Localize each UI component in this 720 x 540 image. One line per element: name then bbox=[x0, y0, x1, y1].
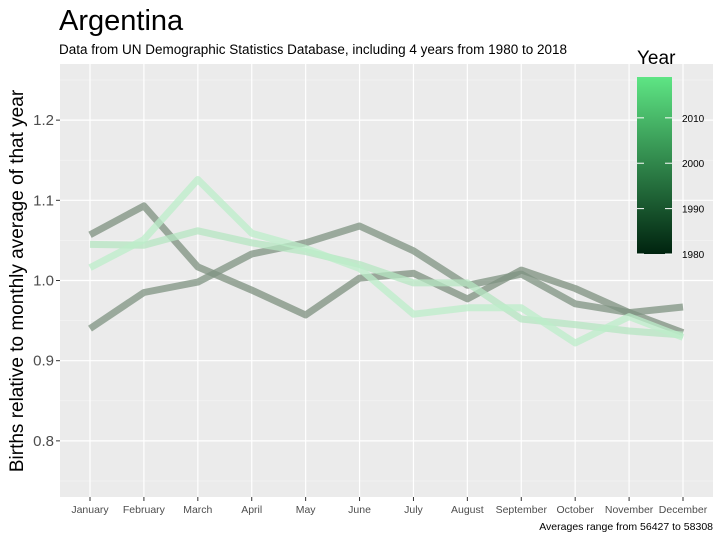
y-tick-label: 0.9 bbox=[33, 353, 54, 370]
x-tick-label: July bbox=[404, 504, 423, 516]
legend-title: Year bbox=[637, 48, 676, 69]
series-line-2012 bbox=[89, 227, 684, 339]
y-tick-label: 1.2 bbox=[33, 112, 54, 129]
x-tick-label: April bbox=[241, 504, 262, 516]
y-axis: 0.8 0.9 1.0 1.1 1.2 bbox=[33, 112, 60, 450]
x-tick-label: October bbox=[557, 504, 595, 516]
x-tick-label: December bbox=[659, 504, 708, 516]
y-tick-label: 1.1 bbox=[33, 192, 54, 209]
legend: Year 1980 1990 2000 2010 bbox=[637, 48, 705, 261]
series-line-2018 bbox=[88, 176, 685, 347]
x-tick-label: February bbox=[123, 504, 166, 516]
y-axis-label: Births relative to monthly average of th… bbox=[7, 89, 28, 472]
legend-tick-label: 1980 bbox=[682, 250, 705, 261]
x-tick-label: May bbox=[296, 504, 317, 516]
x-tick-label: November bbox=[605, 504, 654, 516]
chart-caption: Averages range from 56427 to 58308 bbox=[539, 521, 713, 533]
legend-tick-label: 1990 bbox=[682, 205, 705, 216]
legend-tick-label: 2010 bbox=[682, 114, 705, 125]
x-axis: January February March April May June July Augu… bbox=[71, 497, 708, 516]
x-tick-label: August bbox=[451, 504, 484, 516]
series-line-1984 bbox=[88, 222, 684, 332]
x-tick-label: June bbox=[348, 504, 371, 516]
legend-tick-label: 2000 bbox=[682, 159, 705, 170]
grid-major bbox=[60, 64, 713, 497]
chart-title: Argentina bbox=[59, 5, 184, 37]
chart-subtitle: Data from UN Demographic Statistics Data… bbox=[59, 42, 567, 57]
x-tick-label: January bbox=[71, 504, 109, 516]
y-tick-label: 1.0 bbox=[33, 273, 54, 290]
legend-colorbar bbox=[637, 77, 672, 254]
y-tick-label: 0.8 bbox=[33, 433, 54, 450]
x-tick-label: March bbox=[183, 504, 212, 516]
x-tick-label: September bbox=[496, 504, 548, 516]
series-lines bbox=[88, 176, 685, 347]
